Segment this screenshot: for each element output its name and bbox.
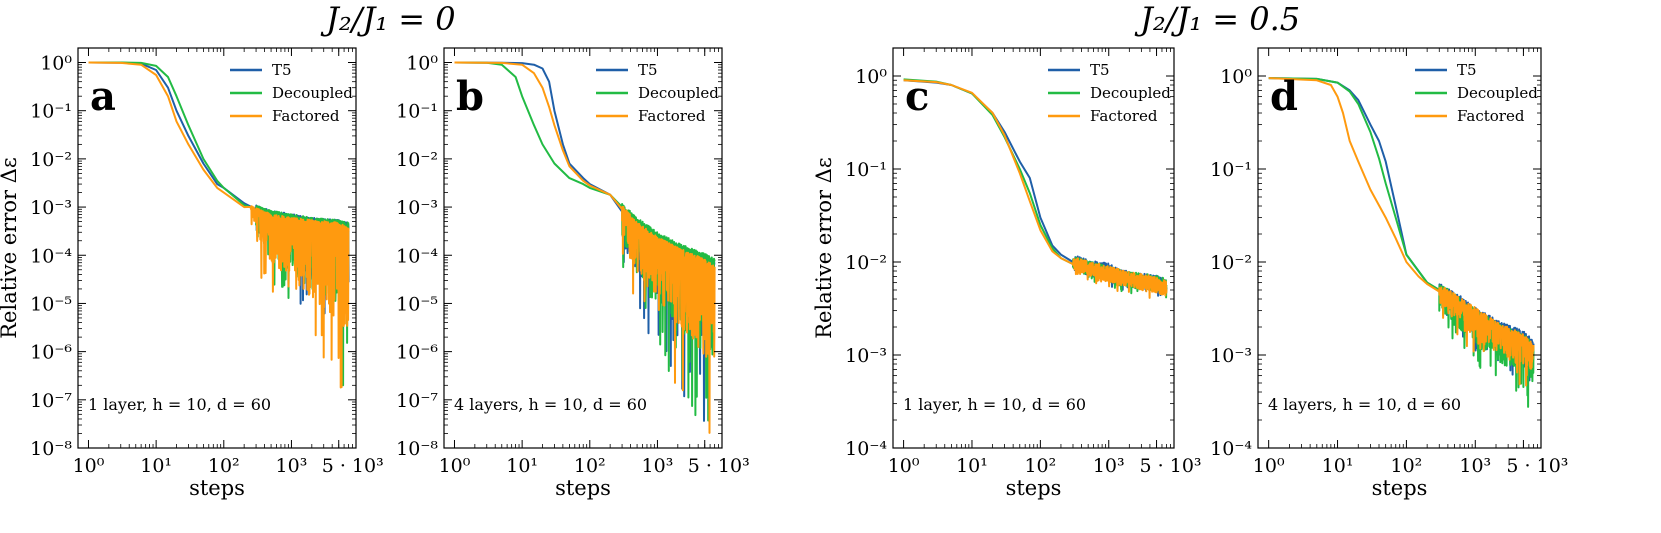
x-axis-label: steps (1372, 476, 1428, 500)
y-axis-label: Relative error Δε (0, 157, 21, 339)
legend-label-factored: Factored (638, 107, 706, 125)
x-tick-label: 10⁰ (888, 455, 920, 477)
y-tick-label: 10⁰ (40, 53, 72, 75)
legend-label-factored: Factored (1457, 107, 1525, 125)
y-tick-label: 10⁻¹ (845, 159, 887, 181)
y-tick-label: 10⁻² (396, 149, 438, 171)
y-axis-label: Relative error Δε (812, 157, 836, 339)
y-tick-label: 10⁻⁷ (30, 390, 72, 412)
x-tick-label: 10² (1024, 455, 1056, 477)
y-tick-label: 10⁻⁴ (396, 245, 438, 267)
series-group (454, 61, 716, 434)
panel-letter: a (90, 73, 116, 120)
legend-label-factored: Factored (272, 107, 340, 125)
x-tick-label: 10¹ (140, 455, 172, 477)
series-group (88, 61, 350, 389)
x-tick-label: 10³ (1093, 455, 1125, 477)
panel-annotation: 4 layers, h = 10, d = 60 (454, 395, 647, 414)
y-tick-label: 10⁻³ (1210, 345, 1252, 367)
x-tick-label: 10¹ (1322, 455, 1354, 477)
y-tick-label: 10⁻² (845, 252, 887, 274)
y-tick-label: 10⁻⁵ (30, 293, 72, 315)
legend-label-decoupled: Decoupled (1457, 84, 1538, 102)
x-tick-label: 5 · 10³ (1140, 455, 1202, 477)
x-axis-label: steps (1006, 476, 1062, 500)
panel-letter: c (905, 73, 929, 120)
y-tick-label: 10⁻⁷ (396, 390, 438, 412)
y-tick-label: 10⁻¹ (1210, 159, 1252, 181)
x-tick-label: 10³ (642, 455, 674, 477)
x-tick-label: 10² (574, 455, 606, 477)
series-line-factored (903, 79, 1168, 299)
series-line-factored (1268, 77, 1535, 387)
x-axis-label: steps (189, 476, 245, 500)
x-tick-label: 5 · 10³ (322, 455, 384, 477)
legend-label-factored: Factored (1090, 107, 1158, 125)
y-tick-label: 10⁻³ (30, 197, 72, 219)
x-tick-label: 5 · 10³ (688, 455, 750, 477)
y-tick-label: 10⁰ (1220, 66, 1252, 88)
x-tick-label: 10² (208, 455, 240, 477)
legend-label-decoupled: Decoupled (272, 84, 353, 102)
y-tick-label: 10⁻⁴ (845, 438, 887, 460)
x-tick-label: 10⁰ (73, 455, 105, 477)
panel-letter: d (1270, 73, 1298, 120)
series-line-factored (454, 61, 716, 434)
y-tick-label: 10⁻⁶ (30, 342, 72, 364)
y-tick-label: 10⁰ (855, 66, 887, 88)
legend-label-t5: T5 (272, 61, 292, 79)
panel-letter: b (456, 73, 484, 120)
x-tick-label: 10¹ (956, 455, 988, 477)
series-group (903, 78, 1168, 299)
group-title-left: J₂/J₁ = 0 (326, 0, 456, 38)
x-axis-label: steps (555, 476, 611, 500)
panel-annotation: 1 layer, h = 10, d = 60 (88, 395, 271, 414)
y-tick-label: 10⁻³ (845, 345, 887, 367)
x-tick-label: 10³ (276, 455, 308, 477)
legend-label-t5: T5 (638, 61, 658, 79)
legend-label-t5: T5 (1090, 61, 1110, 79)
y-tick-label: 10⁻¹ (396, 101, 438, 123)
series-line-decoupled (1268, 77, 1535, 408)
x-tick-label: 10³ (1459, 455, 1491, 477)
panel-annotation: 4 layers, h = 10, d = 60 (1268, 395, 1461, 414)
y-tick-label: 10⁰ (406, 53, 438, 75)
legend-label-decoupled: Decoupled (638, 84, 719, 102)
group-title-right: J₂/J₁ = 0.5 (1140, 0, 1301, 38)
y-tick-label: 10⁻² (30, 149, 72, 171)
series-group (1268, 77, 1535, 408)
x-tick-label: 10¹ (506, 455, 538, 477)
y-tick-label: 10⁻⁸ (396, 438, 438, 460)
y-tick-label: 10⁻¹ (30, 101, 72, 123)
legend-label-decoupled: Decoupled (1090, 84, 1171, 102)
y-tick-label: 10⁻⁴ (30, 245, 72, 267)
y-tick-label: 10⁻² (1210, 252, 1252, 274)
x-tick-label: 10⁰ (1253, 455, 1285, 477)
panel-annotation: 1 layer, h = 10, d = 60 (903, 395, 1086, 414)
x-tick-label: 10⁰ (439, 455, 471, 477)
y-tick-label: 10⁻⁵ (396, 293, 438, 315)
y-tick-label: 10⁻³ (396, 197, 438, 219)
y-tick-label: 10⁻⁴ (1210, 438, 1252, 460)
x-tick-label: 5 · 10³ (1506, 455, 1568, 477)
x-tick-label: 10² (1391, 455, 1423, 477)
series-line-factored (88, 61, 350, 389)
y-tick-label: 10⁻⁸ (30, 438, 72, 460)
y-tick-label: 10⁻⁶ (396, 342, 438, 364)
legend-label-t5: T5 (1457, 61, 1477, 79)
